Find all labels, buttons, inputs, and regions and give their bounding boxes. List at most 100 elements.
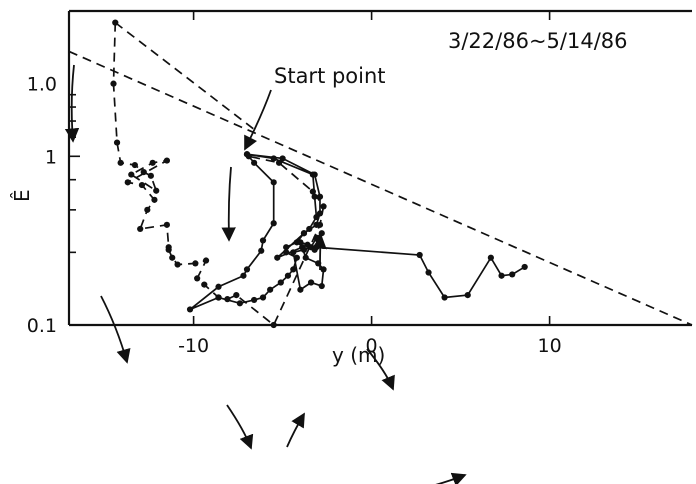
series-2-point bbox=[201, 281, 208, 288]
series-2-point bbox=[194, 275, 201, 282]
series-1-point bbox=[313, 244, 320, 251]
series-2-point bbox=[124, 179, 131, 186]
series-1-point bbox=[240, 272, 247, 279]
y-tick-label: 1.0 bbox=[27, 74, 57, 96]
series-1-point bbox=[284, 272, 292, 279]
series-2-point bbox=[117, 159, 124, 166]
series-2-point bbox=[110, 80, 117, 87]
series-1-point bbox=[186, 306, 194, 313]
series-2-point bbox=[144, 206, 151, 213]
series-1-point bbox=[498, 272, 505, 279]
series-1-point bbox=[279, 155, 286, 162]
series-1-point bbox=[259, 237, 267, 244]
series-2-point bbox=[245, 153, 252, 160]
start-point-pointer bbox=[244, 89, 272, 151]
series-1-point bbox=[243, 266, 251, 273]
series-1-point bbox=[416, 251, 423, 259]
y-tick-label: 1 bbox=[45, 146, 57, 168]
series-1-point bbox=[300, 246, 308, 253]
flow-arrow-3 bbox=[221, 166, 236, 242]
series-1-point bbox=[293, 254, 300, 261]
series-1-point bbox=[270, 220, 277, 227]
series-1-point bbox=[318, 282, 325, 290]
series-1-point bbox=[297, 286, 304, 293]
flow-arrow-7 bbox=[366, 348, 395, 391]
series-2-point bbox=[309, 188, 316, 195]
series-2-point bbox=[137, 225, 144, 233]
reference-line-1 bbox=[68, 50, 693, 326]
series-1-point bbox=[441, 294, 448, 301]
series-1-point bbox=[306, 225, 313, 233]
series-2-point bbox=[163, 157, 170, 164]
series-line-2 bbox=[112, 22, 325, 327]
flow-arrow-1 bbox=[64, 64, 80, 143]
flow-arrows bbox=[64, 64, 467, 484]
series-2-point bbox=[275, 159, 283, 166]
series-1-point bbox=[311, 193, 318, 200]
series-1-point bbox=[251, 159, 258, 166]
date-range-label: 3/22/86~5/14/86 bbox=[448, 29, 628, 53]
reference-layer bbox=[68, 21, 693, 326]
series-1-point bbox=[290, 266, 297, 273]
series-1-point bbox=[304, 241, 311, 248]
series-1-point bbox=[425, 269, 432, 276]
series-2-point bbox=[149, 159, 156, 166]
series-2-point bbox=[320, 203, 327, 210]
series-2-point bbox=[163, 221, 170, 228]
series-1-point bbox=[277, 279, 284, 286]
series-1-point bbox=[464, 292, 471, 299]
flow-arrow-6 bbox=[286, 412, 305, 448]
series-2-point bbox=[270, 321, 277, 329]
series-1-point bbox=[215, 283, 222, 290]
series-1-point bbox=[297, 239, 304, 246]
series-1-point bbox=[509, 271, 516, 278]
series-1-point bbox=[318, 230, 325, 237]
series-1-point bbox=[274, 254, 281, 261]
series-1-point bbox=[300, 230, 308, 237]
flow-arrow-4 bbox=[312, 234, 327, 271]
series-2-point bbox=[202, 257, 210, 264]
series-2-point bbox=[316, 221, 324, 228]
series-2-point bbox=[113, 139, 121, 146]
series-2-point bbox=[233, 292, 240, 299]
series-1-point bbox=[290, 249, 297, 256]
series-1-point bbox=[487, 254, 494, 261]
series-1-point bbox=[251, 296, 258, 304]
y-tick-label: 0.1 bbox=[27, 315, 57, 337]
series-1-point bbox=[302, 254, 309, 261]
series-line-1 bbox=[189, 153, 526, 311]
series-1-point bbox=[236, 300, 243, 307]
series-2-point bbox=[140, 169, 147, 176]
series-2-point bbox=[153, 187, 160, 194]
flow-arrow-5 bbox=[226, 404, 254, 450]
series-1-point bbox=[283, 244, 290, 251]
series-2-point bbox=[112, 19, 119, 26]
series-1-point bbox=[307, 279, 315, 286]
reference-line-2 bbox=[114, 21, 259, 133]
series-2-point bbox=[169, 254, 176, 261]
tick-layer: -10 0 100.111.0 bbox=[27, 11, 562, 357]
series-1-point bbox=[283, 249, 290, 256]
series-1-point bbox=[259, 294, 267, 301]
flow-arrow-8 bbox=[435, 472, 467, 484]
series-2-point bbox=[192, 260, 199, 267]
series-1-point bbox=[309, 171, 316, 178]
series-2-point bbox=[131, 161, 138, 169]
series-1-point bbox=[316, 193, 324, 200]
start-point-annotation: Start point bbox=[274, 64, 386, 88]
flow-arrow-2 bbox=[100, 295, 131, 364]
series-2-point bbox=[215, 294, 222, 301]
series-2-point bbox=[174, 261, 181, 268]
series-2-point bbox=[165, 246, 172, 253]
series-1-point bbox=[270, 155, 277, 162]
marker-layer bbox=[110, 19, 528, 329]
series-2-point bbox=[147, 172, 154, 179]
series-2-point bbox=[224, 296, 231, 303]
series-2-point bbox=[128, 171, 135, 178]
series-1-point bbox=[313, 213, 320, 221]
y-axis-label: Ê bbox=[10, 189, 34, 202]
plot-frame bbox=[67, 9, 692, 327]
x-axis-label: y (m) bbox=[332, 343, 385, 367]
x-tick-label: 10 bbox=[538, 335, 562, 357]
